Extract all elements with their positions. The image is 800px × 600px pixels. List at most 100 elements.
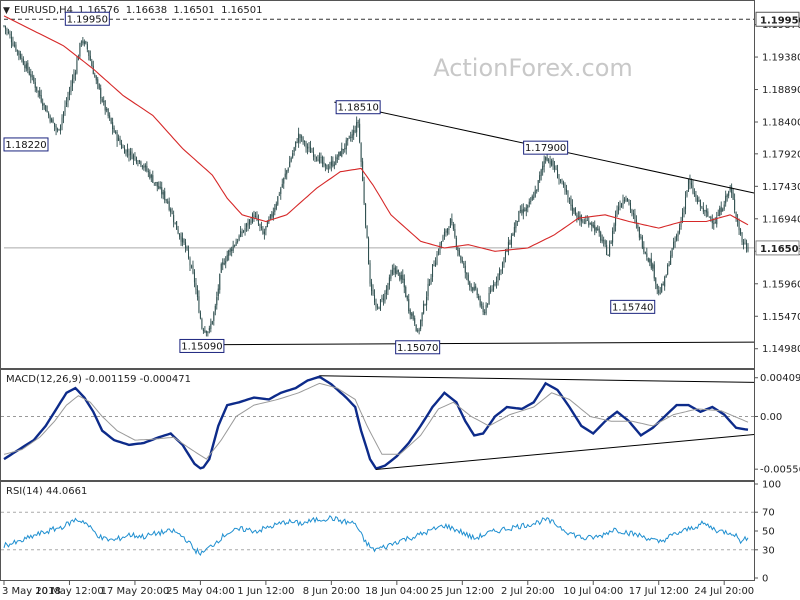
candle-body — [743, 242, 745, 245]
candle-body — [149, 171, 151, 179]
candle-body — [187, 250, 190, 258]
candle-body — [244, 228, 246, 232]
candle-body — [146, 165, 148, 171]
candle-body — [618, 206, 620, 211]
candle-body — [207, 331, 209, 333]
candle-body — [164, 191, 166, 200]
candle-body — [620, 203, 623, 208]
candle-body — [723, 204, 725, 209]
candle-body — [482, 305, 484, 313]
candle-body — [274, 208, 276, 213]
candle-body — [606, 245, 608, 255]
candle-body — [271, 214, 273, 217]
candle-body — [128, 153, 130, 156]
candle-body — [179, 233, 181, 237]
candle-body — [299, 134, 301, 139]
candle-body — [701, 206, 703, 208]
right-label-text: 1.19950 — [760, 15, 800, 26]
candle-body — [324, 163, 326, 166]
candle-body — [402, 274, 404, 280]
candle-body — [54, 122, 56, 127]
candle-body — [312, 151, 315, 157]
candle-body — [265, 226, 267, 231]
candle-body — [112, 122, 114, 130]
candle-body — [71, 78, 73, 87]
candle-body — [531, 196, 533, 201]
candle-body — [308, 146, 310, 148]
chevron-down-icon[interactable]: ▼ — [3, 6, 10, 16]
candle-body — [571, 204, 573, 211]
candle-body — [661, 284, 663, 293]
candle-body — [650, 258, 652, 269]
candle-body — [118, 137, 120, 141]
sma-line — [3, 15, 749, 252]
candle-body — [551, 160, 553, 166]
candle-body — [19, 53, 21, 59]
candle-body — [220, 264, 222, 273]
candle-body — [379, 299, 381, 310]
candle-body — [147, 171, 149, 172]
watermark: ActionForex.com — [433, 54, 633, 82]
candle-body — [143, 166, 145, 168]
candle-body — [664, 277, 666, 287]
candle-body — [323, 162, 325, 164]
candle-body — [391, 269, 393, 275]
candle-body — [676, 235, 678, 241]
candle-body — [582, 220, 584, 222]
candle-body — [408, 299, 410, 312]
candle-body — [420, 320, 422, 330]
candle-body — [704, 210, 706, 211]
candle-body — [670, 255, 672, 265]
candle-body — [540, 169, 542, 176]
candle-body — [4, 25, 7, 30]
ohlc-label: 1.16576 1.16638 1.16501 1.16501 — [78, 5, 262, 16]
candle-body — [18, 50, 20, 55]
candle-body — [213, 312, 215, 321]
candle-body — [174, 222, 176, 224]
candle-body — [305, 142, 307, 148]
candle-body — [83, 41, 85, 45]
candle-body — [168, 201, 170, 210]
candle-body — [452, 224, 454, 230]
candle-body — [320, 156, 322, 158]
candle-body — [326, 164, 328, 170]
candle-body — [600, 232, 602, 241]
price-ytick-label: 1.15960 — [762, 279, 800, 290]
candle-body — [192, 265, 194, 273]
candle-body — [315, 157, 318, 159]
candle-body — [485, 305, 487, 314]
candle-body — [182, 237, 184, 243]
candle-body — [545, 157, 547, 161]
candle-body — [690, 182, 692, 186]
candle-body — [411, 313, 413, 316]
candle-body — [725, 195, 727, 204]
candle-body — [597, 228, 599, 230]
candle-body — [726, 194, 728, 197]
price-label-text: 1.15070 — [397, 343, 438, 354]
candle-body — [371, 282, 373, 291]
candle-body — [82, 40, 84, 44]
candle-body — [269, 214, 271, 219]
candle-body — [67, 96, 69, 102]
candle-body — [623, 199, 626, 201]
symbol-label: EURUSD,H4 — [14, 5, 73, 16]
candle-body — [58, 129, 60, 131]
candle-body — [644, 252, 646, 254]
rsi-panel-frame — [0, 481, 755, 581]
candle-body — [330, 161, 332, 166]
right-label-text: 1.16501 — [760, 244, 800, 255]
rsi-ytick-label: 70 — [762, 508, 775, 519]
candle-body — [449, 218, 451, 228]
candle-body — [134, 156, 136, 157]
price-label-3: 1.17900 — [523, 140, 569, 155]
candle-body — [210, 323, 212, 330]
candle-body — [225, 260, 227, 264]
candle-body — [546, 157, 548, 162]
candle-body — [498, 270, 501, 276]
candle-body — [525, 207, 527, 212]
price-label-4: 1.15740 — [610, 299, 656, 314]
candle-body — [36, 86, 38, 91]
candle-body — [472, 287, 474, 291]
candle-body — [336, 157, 338, 159]
candle-body — [290, 158, 292, 162]
